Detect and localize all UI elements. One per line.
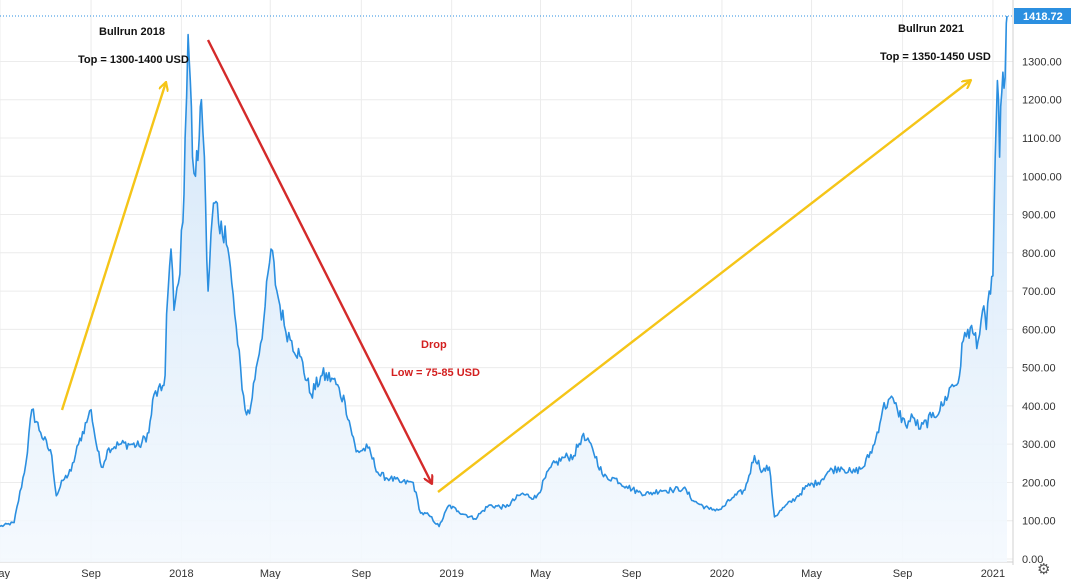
x-tick-label: May: [260, 568, 281, 579]
y-tick-label: 800.00: [1022, 248, 1056, 260]
y-tick-label: 1300.00: [1022, 56, 1062, 68]
x-tick-label: May: [801, 568, 822, 579]
x-tick-label: Sep: [81, 568, 101, 579]
y-tick-label: 200.00: [1022, 477, 1056, 489]
y-tick-label: 500.00: [1022, 363, 1056, 375]
y-tick-label: 600.00: [1022, 324, 1056, 336]
y-tick-label: 700.00: [1022, 286, 1056, 298]
y-tick-label: 1100.00: [1022, 133, 1061, 145]
x-tick-label: 2018: [169, 568, 193, 579]
downtrend-arrow: [206, 39, 432, 484]
y-axis: 0.00 100.00 200.00 300.00 400.00 500.00 600.00…: [1022, 56, 1062, 566]
bullrun-2021-title: Bullrun 2021: [898, 23, 965, 35]
last-price-tag-text: 1418.72: [1023, 11, 1063, 23]
x-tick-label: Sep: [893, 568, 913, 579]
x-tick-label: 2019: [439, 568, 463, 579]
y-tick-label: 900.00: [1022, 210, 1056, 222]
y-tick-label: 1200.00: [1022, 95, 1062, 107]
uptrend-arrow-2021: [437, 80, 971, 493]
y-tick-label: 400.00: [1022, 401, 1056, 413]
x-tick-label: ay: [0, 568, 10, 579]
price-area: [0, 16, 1007, 562]
drop-title: Drop: [421, 339, 447, 351]
bullrun-2018-title: Bullrun 2018: [99, 26, 166, 38]
uptrend-arrow-2018: [60, 82, 166, 411]
last-price-tag: 1418.72: [0, 8, 1071, 24]
y-tick-label: 300.00: [1022, 439, 1056, 451]
price-line: [0, 15, 1008, 528]
y-tick-label: 0.00: [1022, 554, 1043, 566]
settings-gear-icon[interactable]: ⚙: [1037, 560, 1051, 578]
bullrun-2021-top-range: Top = 1350-1450 USD: [880, 51, 991, 63]
y-tick-label: 1000.00: [1022, 171, 1062, 183]
bullrun-2018-top-range: Top = 1300-1400 USD: [78, 54, 189, 66]
x-tick-label: 2021: [981, 568, 1005, 579]
x-axis: ay Sep 2018 May Sep 2019 May Sep 2020 May Sep 2021: [0, 568, 1005, 579]
x-tick-label: May: [530, 568, 551, 579]
x-tick-label: Sep: [352, 568, 372, 579]
x-tick-label: 2020: [710, 568, 734, 579]
x-tick-label: Sep: [622, 568, 642, 579]
y-tick-label: 100.00: [1022, 516, 1056, 528]
trend-arrows: [60, 39, 971, 493]
drop-low-range: Low = 75-85 USD: [391, 367, 480, 379]
last-price-tag-bg: [1014, 8, 1071, 24]
